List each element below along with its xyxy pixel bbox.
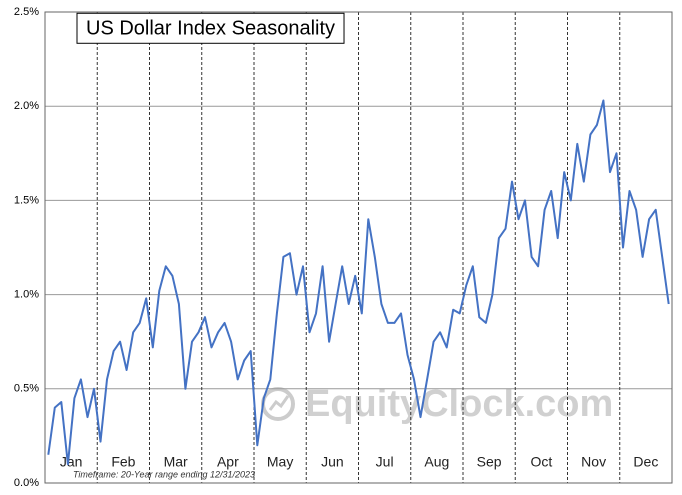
- x-tick-label: Apr: [217, 454, 239, 470]
- y-tick-label: 1.0%: [14, 289, 39, 301]
- x-tick-label: Oct: [530, 454, 552, 470]
- x-tick-label: Jun: [321, 454, 344, 470]
- title-box: [76, 12, 345, 44]
- x-tick-label: Sep: [477, 454, 502, 470]
- x-tick-label: Jul: [376, 454, 394, 470]
- chart-title: US Dollar Index Seasonality: [86, 17, 335, 39]
- watermark: EquityClock.com: [305, 383, 613, 425]
- y-tick-label: 0.0%: [14, 477, 39, 489]
- x-tick-label: Dec: [633, 454, 658, 470]
- x-tick-label: Nov: [581, 454, 606, 470]
- y-tick-label: 1.5%: [14, 194, 39, 206]
- y-tick-label: 2.0%: [14, 100, 39, 112]
- series-line: [47, 99, 670, 466]
- y-tick-label: 2.5%: [14, 6, 39, 18]
- x-tick-label: Aug: [424, 454, 449, 470]
- y-tick-label: 0.5%: [14, 383, 39, 395]
- x-tick-label: May: [267, 454, 293, 470]
- x-tick-label: Feb: [111, 454, 135, 470]
- x-tick-label: Jan: [60, 454, 83, 470]
- plot-frame: [44, 11, 673, 484]
- footnote: Timeframe: 20-Year range ending 12/31/20…: [73, 469, 255, 479]
- x-tick-label: Mar: [164, 454, 188, 470]
